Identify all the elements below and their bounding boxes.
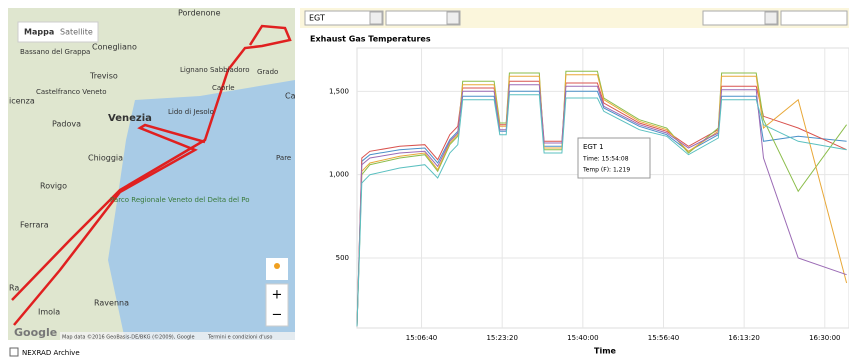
map-label: Ravenna: [94, 299, 129, 308]
dropdown-arrow[interactable]: [765, 12, 777, 24]
map-label: Bassano del Grappa: [20, 48, 90, 56]
chart-title: Exhaust Gas Temperatures: [310, 35, 431, 44]
select-value: EGT: [309, 14, 325, 23]
y-tick-label: 1,000: [329, 171, 349, 179]
tooltip-time: Time: 15:54:08: [582, 156, 629, 163]
screen: Mappa Satellite Pordenone Bassano del Gr…: [0, 0, 849, 358]
map-label: Ca: [285, 92, 296, 101]
x-tick-label: 16:13:20: [728, 334, 759, 342]
map-label: Grado: [257, 68, 278, 76]
map-label: Ra: [9, 284, 19, 293]
map-label: Venezia: [108, 113, 152, 124]
terms-link[interactable]: Termini e condizioni d'uso: [207, 335, 272, 341]
checkbox[interactable]: [10, 348, 18, 356]
map-label: Rovigo: [40, 182, 67, 191]
map-label: Chioggia: [88, 154, 123, 163]
x-tick-label: 15:23:20: [486, 334, 517, 342]
map-label: icenza: [9, 97, 35, 106]
checkbox-label: NEXRAD Archive: [22, 349, 80, 357]
map-label: Caorle: [212, 84, 235, 92]
page: Mappa Satellite Pordenone Bassano del Gr…: [0, 0, 849, 358]
plot-area: [357, 48, 849, 328]
x-tick-label: 16:30:00: [809, 334, 840, 342]
map-label: Padova: [52, 120, 81, 129]
select[interactable]: [781, 11, 847, 25]
x-axis-title: Time: [594, 347, 617, 356]
y-tick-label: 500: [336, 254, 349, 262]
map-label: Treviso: [89, 72, 118, 81]
map-tab[interactable]: Satellite: [60, 28, 93, 37]
map-tab[interactable]: Mappa: [24, 28, 54, 37]
map-label: Imola: [38, 308, 60, 317]
map-label: Pare: [276, 154, 291, 162]
map-label: Pordenone: [178, 9, 221, 18]
map-label: Ferrara: [20, 221, 49, 230]
map-logo: Google: [14, 326, 57, 339]
dropdown-arrow[interactable]: [447, 12, 459, 24]
pegman-icon: [274, 263, 280, 269]
y-tick-label: 1,500: [329, 87, 349, 95]
x-tick-label: 15:40:00: [567, 334, 598, 342]
map-label: Conegliano: [92, 43, 137, 52]
tooltip-title: EGT 1: [583, 143, 604, 151]
map-label: Castelfranco Veneto: [36, 88, 107, 96]
x-tick-label: 15:06:40: [406, 334, 437, 342]
attribution: Map data ©2016 GeoBasis-DE/BKG (©2009), …: [62, 334, 195, 341]
map-label: Lignano Sabbiadoro: [180, 66, 250, 74]
dropdown-arrow[interactable]: [370, 12, 382, 24]
map-label: Lido di Jesolo: [168, 108, 214, 116]
x-tick-label: 15:56:40: [648, 334, 679, 342]
tooltip-temp: Temp (F): 1,219: [582, 167, 630, 174]
zoom-in[interactable]: +: [272, 288, 283, 303]
map-label: Parco Regionale Veneto del Delta del Po: [110, 196, 250, 204]
zoom-out[interactable]: −: [272, 308, 283, 323]
